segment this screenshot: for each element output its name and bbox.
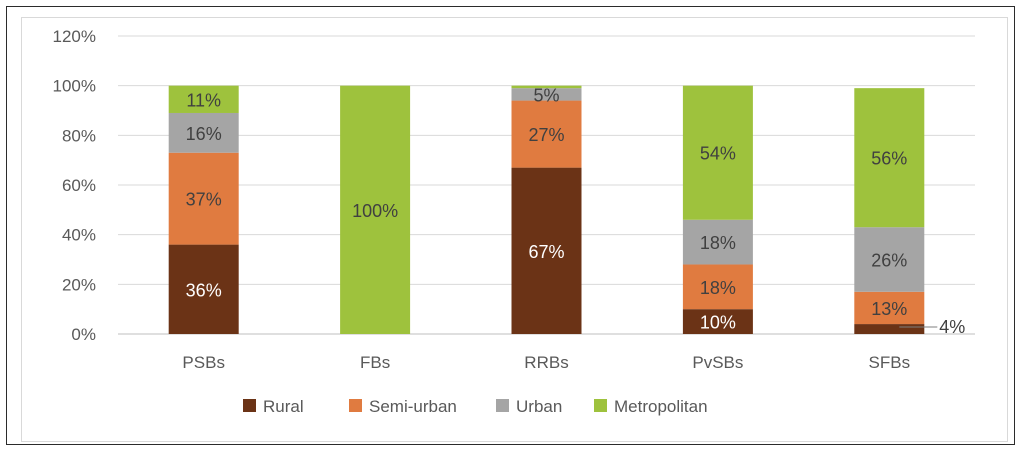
y-tick-label: 120%: [53, 27, 96, 46]
data-label: 11%: [186, 90, 221, 110]
data-label: 18%: [700, 233, 736, 253]
data-label: 56%: [871, 149, 907, 169]
data-label-callout: 4%: [939, 317, 965, 337]
data-label: 16%: [186, 124, 222, 144]
y-tick-label: 40%: [62, 226, 96, 245]
x-category-label: SFBs: [869, 353, 911, 372]
legend-label: Semi-urban: [369, 397, 457, 416]
bar-segment-semi-urban: [854, 291, 925, 325]
bar-segment-metropolitan: [682, 85, 753, 220]
x-category-label: PSBs: [182, 353, 225, 372]
data-label: 13%: [871, 299, 907, 319]
y-tick-label: 20%: [62, 275, 96, 294]
x-category-label: RRBs: [524, 353, 568, 372]
data-label: 54%: [700, 144, 736, 164]
bar-segment-metropolitan: [854, 88, 925, 228]
bar-segment-urban: [854, 227, 925, 292]
data-label: 100%: [352, 201, 398, 221]
bar-segment-semi-urban: [511, 100, 582, 168]
data-label: 27%: [528, 125, 564, 145]
bar-segment-rural: [511, 167, 582, 334]
data-label: 10%: [700, 313, 736, 333]
legend-swatch: [243, 399, 256, 412]
y-tick-label: 0%: [71, 325, 96, 344]
bar-segment-metropolitan: [340, 85, 411, 335]
legend-label: Metropolitan: [614, 397, 708, 416]
bar-segment-rural: [682, 309, 753, 334]
data-label: 36%: [186, 280, 222, 300]
data-label: 26%: [871, 251, 907, 271]
bar-segment-metropolitan: [168, 85, 239, 113]
y-tick-label: 80%: [62, 126, 96, 145]
legend-label: Rural: [263, 397, 304, 416]
data-label: 18%: [700, 278, 736, 298]
x-category-label: FBs: [360, 353, 390, 372]
bar-segments: [168, 85, 925, 335]
legend-swatch: [496, 399, 509, 412]
legend: Rural Semi-urban Urban Metropolitan: [243, 397, 708, 416]
bar-segment-rural: [168, 244, 239, 334]
x-axis-category-labels: PSBs FBs RRBs PvSBs SFBs: [182, 353, 910, 372]
data-labels: 36% 37% 16% 11% 100% 67% 27% 5% 10% 18% 18% 54% 4% 13…: [186, 85, 966, 337]
bar-segment-rural: [854, 324, 925, 334]
y-tick-label: 60%: [62, 176, 96, 195]
data-label: 37%: [186, 190, 222, 210]
x-category-label: PvSBs: [692, 353, 743, 372]
y-tick-label: 100%: [53, 77, 96, 96]
legend-swatch: [349, 399, 362, 412]
bar-segment-urban: [511, 88, 582, 101]
legend-label: Urban: [516, 397, 562, 416]
bar-segment-urban: [168, 112, 239, 153]
data-label: 5%: [533, 85, 559, 105]
bar-segment-semi-urban: [168, 152, 239, 245]
legend-swatch: [594, 399, 607, 412]
y-axis-tick-labels: 0% 20% 40% 60% 80% 100% 120%: [53, 27, 96, 344]
bar-segment-metropolitan: [511, 85, 582, 89]
bar-segment-semi-urban: [682, 264, 753, 310]
data-label: 67%: [528, 242, 564, 262]
bar-segment-urban: [682, 219, 753, 265]
